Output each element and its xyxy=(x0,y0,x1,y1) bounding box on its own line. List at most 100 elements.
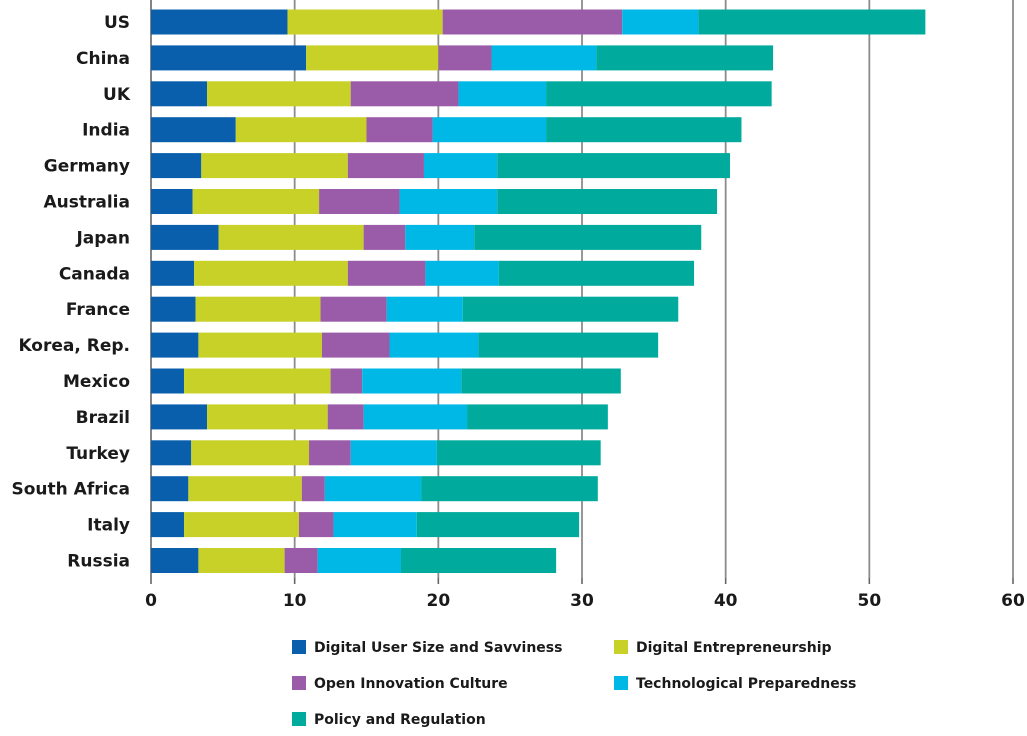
bar-segment-india-technological-preparedness xyxy=(432,117,547,143)
bar-segment-brazil-open-innovation-culture xyxy=(327,404,364,430)
bar-segment-south-africa-digital-user-size-and-savviness xyxy=(151,476,189,502)
bar-segment-uk-open-innovation-culture xyxy=(350,81,459,107)
bar-segment-russia-digital-entrepreneurship xyxy=(198,548,285,573)
category-label-us: US xyxy=(104,13,130,33)
bar-segment-india-digital-entrepreneurship xyxy=(235,117,367,143)
bar-segment-france-open-innovation-culture xyxy=(320,296,387,322)
category-label-canada: Canada xyxy=(59,264,130,284)
bar-segment-italy-technological-preparedness xyxy=(333,512,417,538)
bar-segment-canada-technological-preparedness xyxy=(425,260,499,286)
x-tick-label: 0 xyxy=(145,591,157,611)
bar-segment-canada-policy-and-regulation xyxy=(498,260,695,286)
bar-segment-korea-rep-policy-and-regulation xyxy=(478,332,659,358)
bar-segment-china-policy-and-regulation xyxy=(596,45,774,71)
legend-label: Digital User Size and Savviness xyxy=(314,640,562,656)
bar-segment-korea-rep-digital-user-size-and-savviness xyxy=(151,332,199,358)
bar-segment-germany-open-innovation-culture xyxy=(347,153,424,179)
legend-label: Technological Preparedness xyxy=(636,676,856,692)
x-tick-label: 50 xyxy=(857,591,881,611)
category-label-russia: Russia xyxy=(67,552,130,572)
bar-segment-india-open-innovation-culture xyxy=(366,117,433,143)
bar-segment-korea-rep-digital-entrepreneurship xyxy=(198,332,322,358)
x-axis-ticks: 0 10 20 30 40 50 60 xyxy=(145,578,1025,611)
bar-segment-germany-digital-entrepreneurship xyxy=(201,153,348,179)
bar-segment-japan-digital-user-size-and-savviness xyxy=(151,224,219,250)
bar-segment-south-africa-open-innovation-culture xyxy=(301,476,325,502)
bar-segment-south-africa-technological-preparedness xyxy=(324,476,422,502)
bar-segment-russia-open-innovation-culture xyxy=(284,548,318,573)
bar-segment-us-digital-user-size-and-savviness xyxy=(151,9,288,35)
bar-segment-mexico-technological-preparedness xyxy=(362,368,462,394)
bar-segment-uk-policy-and-regulation xyxy=(546,81,772,107)
bar-segment-mexico-open-innovation-culture xyxy=(330,368,363,394)
bar-segment-france-digital-entrepreneurship xyxy=(195,296,321,322)
bar-segment-italy-open-innovation-culture xyxy=(298,512,334,538)
legend-item-digital-entrepreneurship: Digital Entrepreneurship xyxy=(614,640,832,656)
bar-segment-brazil-policy-and-regulation xyxy=(467,404,608,430)
bar-segment-china-digital-user-size-and-savviness xyxy=(151,45,307,71)
bar-segment-turkey-digital-user-size-and-savviness xyxy=(151,440,192,466)
bar-segment-japan-policy-and-regulation xyxy=(474,224,702,250)
category-label-japan: Japan xyxy=(75,228,130,248)
bar-segment-australia-open-innovation-culture xyxy=(319,189,400,214)
bar-segment-turkey-open-innovation-culture xyxy=(309,440,351,466)
bar-segment-us-open-innovation-culture xyxy=(442,9,623,35)
bar-segment-korea-rep-open-innovation-culture xyxy=(321,332,390,358)
bar-segment-japan-open-innovation-culture xyxy=(363,224,406,250)
bar-segment-us-policy-and-regulation xyxy=(698,9,926,35)
bar-segment-japan-digital-entrepreneurship xyxy=(218,224,364,250)
bar-segment-canada-digital-entrepreneurship xyxy=(194,260,348,286)
x-tick-label: 30 xyxy=(570,591,594,611)
bar-segment-mexico-digital-user-size-and-savviness xyxy=(151,368,185,394)
legend: Digital User Size and Savviness Digital E… xyxy=(292,640,856,728)
bar-segment-china-technological-preparedness xyxy=(491,45,597,71)
legend-item-open-innovation-culture: Open Innovation Culture xyxy=(292,676,508,692)
bar-segment-india-digital-user-size-and-savviness xyxy=(151,117,236,143)
bar-segment-canada-digital-user-size-and-savviness xyxy=(151,260,195,286)
bar-segment-canada-open-innovation-culture xyxy=(347,260,426,286)
category-label-south-africa: South Africa xyxy=(12,480,131,500)
x-tick-label: 10 xyxy=(283,591,307,611)
bar-segment-russia-technological-preparedness xyxy=(317,548,401,573)
bar-segment-germany-policy-and-regulation xyxy=(497,153,730,179)
bar-segment-japan-technological-preparedness xyxy=(405,224,475,250)
category-label-china: China xyxy=(76,49,130,69)
x-tick-label: 20 xyxy=(426,591,450,611)
bar-segment-italy-digital-user-size-and-savviness xyxy=(151,512,185,538)
bar-segment-italy-policy-and-regulation xyxy=(416,512,580,538)
category-label-india: India xyxy=(82,121,130,141)
bar-segment-australia-digital-entrepreneurship xyxy=(192,189,320,214)
legend-label: Digital Entrepreneurship xyxy=(636,640,832,656)
bar-segment-turkey-technological-preparedness xyxy=(350,440,437,466)
category-labels: US China UK India Germany Australia Japan Canad… xyxy=(12,13,131,572)
legend-swatch xyxy=(614,640,628,654)
legend-item-technological-preparedness: Technological Preparedness xyxy=(614,676,856,692)
bar-segment-france-digital-user-size-and-savviness xyxy=(151,296,196,322)
legend-item-digital-user-size-and-savviness: Digital User Size and Savviness xyxy=(292,640,562,656)
bar-segment-uk-digital-entrepreneurship xyxy=(207,81,351,107)
bar-segment-russia-digital-user-size-and-savviness xyxy=(151,548,199,573)
bar-segment-russia-policy-and-regulation xyxy=(400,548,557,573)
legend-swatch xyxy=(292,676,306,690)
category-label-italy: Italy xyxy=(87,516,130,536)
bar-segment-australia-digital-user-size-and-savviness xyxy=(151,189,193,214)
bar-segment-germany-technological-preparedness xyxy=(423,153,498,179)
bar-segment-us-digital-entrepreneurship xyxy=(287,9,443,35)
bar-segment-france-technological-preparedness xyxy=(386,296,463,322)
bar-segment-turkey-digital-entrepreneurship xyxy=(191,440,310,466)
category-label-uk: UK xyxy=(103,85,131,105)
x-tick-label: 40 xyxy=(714,591,738,611)
bar-segment-south-africa-policy-and-regulation xyxy=(421,476,598,502)
bar-segment-india-policy-and-regulation xyxy=(546,117,742,143)
bar-segment-germany-digital-user-size-and-savviness xyxy=(151,153,202,179)
bar-segment-brazil-technological-preparedness xyxy=(363,404,468,430)
legend-swatch xyxy=(292,640,306,654)
bar-segment-australia-policy-and-regulation xyxy=(497,189,718,214)
bar-segment-france-policy-and-regulation xyxy=(462,296,679,322)
legend-swatch xyxy=(614,676,628,690)
bar-segment-china-open-innovation-culture xyxy=(438,45,492,71)
bar-segment-uk-technological-preparedness xyxy=(458,81,547,107)
x-tick-label: 60 xyxy=(1001,591,1025,611)
bar-segment-china-digital-entrepreneurship xyxy=(306,45,439,71)
